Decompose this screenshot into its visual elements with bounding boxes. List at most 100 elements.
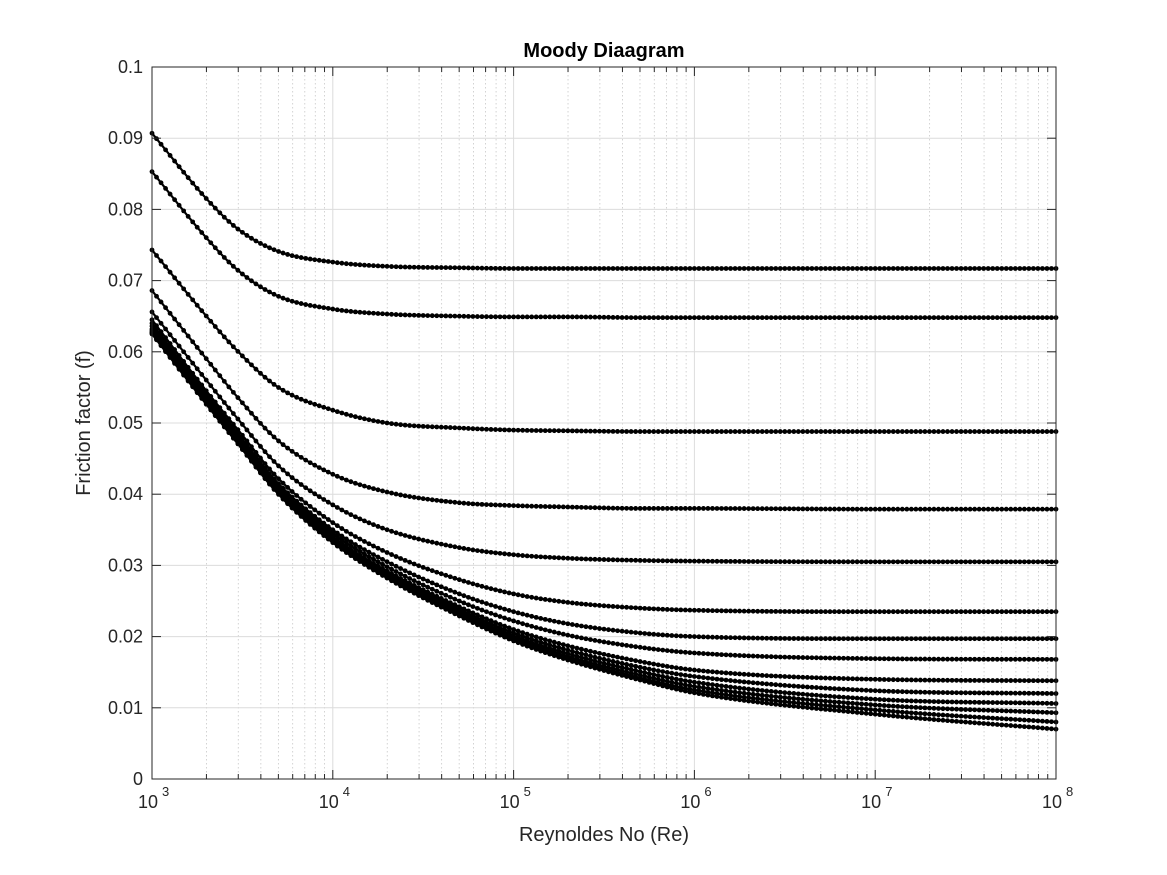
series-point bbox=[538, 428, 544, 433]
series-point bbox=[945, 677, 950, 683]
series-point bbox=[768, 429, 774, 434]
series-point bbox=[303, 485, 309, 491]
series-point bbox=[922, 266, 928, 271]
series-point bbox=[628, 657, 634, 663]
series-point bbox=[583, 314, 589, 320]
series-point bbox=[931, 429, 937, 434]
series-point bbox=[818, 429, 824, 434]
series-point bbox=[429, 539, 435, 545]
series-point bbox=[863, 656, 869, 661]
series-point bbox=[746, 698, 752, 704]
series-point bbox=[1003, 716, 1009, 722]
series-point bbox=[452, 596, 458, 602]
series-point bbox=[651, 646, 657, 652]
series-point bbox=[497, 550, 503, 556]
series-point bbox=[854, 705, 860, 711]
series-point bbox=[881, 697, 887, 703]
series-point bbox=[999, 559, 1005, 565]
series-point bbox=[425, 313, 431, 318]
series-point bbox=[994, 678, 1000, 683]
series-point bbox=[741, 608, 747, 614]
series-point bbox=[651, 558, 657, 564]
series-point bbox=[235, 416, 241, 422]
series-point bbox=[687, 266, 693, 271]
series-point bbox=[673, 429, 679, 434]
series-line bbox=[149, 288, 1059, 512]
series-point bbox=[597, 505, 602, 511]
series-point bbox=[610, 315, 616, 320]
series-point bbox=[1040, 315, 1045, 321]
series-point bbox=[321, 467, 327, 473]
series-point bbox=[253, 450, 259, 455]
series-point bbox=[461, 615, 467, 621]
series-point bbox=[294, 478, 300, 484]
series-point bbox=[343, 536, 349, 542]
series-point bbox=[190, 219, 196, 225]
series-point bbox=[484, 601, 489, 606]
series-point bbox=[682, 678, 688, 684]
series-point bbox=[1017, 656, 1023, 662]
series-point bbox=[402, 557, 408, 563]
series-point bbox=[199, 230, 205, 235]
series-point bbox=[768, 559, 774, 565]
series-point bbox=[655, 429, 661, 434]
series-point bbox=[407, 494, 413, 499]
series-point bbox=[262, 449, 268, 455]
series-point bbox=[610, 505, 616, 511]
series-point bbox=[1035, 506, 1041, 512]
series-point bbox=[985, 715, 991, 721]
series-point bbox=[737, 608, 742, 614]
series-point bbox=[565, 657, 571, 663]
series-point bbox=[719, 608, 724, 614]
series-point bbox=[628, 506, 634, 511]
series-point bbox=[682, 688, 688, 694]
series-point bbox=[768, 688, 774, 694]
series-point bbox=[538, 596, 544, 602]
series-point bbox=[416, 536, 422, 542]
series-point bbox=[732, 678, 738, 684]
series-point bbox=[434, 602, 440, 608]
series-point bbox=[574, 266, 580, 271]
series-point bbox=[664, 506, 670, 511]
series-point bbox=[592, 654, 598, 660]
series-point bbox=[343, 550, 349, 555]
series-point bbox=[927, 315, 932, 321]
series-point bbox=[1049, 315, 1054, 321]
series-point bbox=[511, 627, 516, 632]
series-point bbox=[262, 476, 268, 482]
series-point bbox=[764, 608, 770, 614]
series-point bbox=[836, 686, 842, 692]
series-point bbox=[628, 266, 634, 271]
series-point bbox=[809, 692, 815, 698]
series-point bbox=[682, 666, 688, 672]
series-point bbox=[493, 550, 498, 556]
series-point bbox=[732, 315, 738, 321]
series-point bbox=[904, 714, 910, 720]
series-point bbox=[795, 609, 801, 614]
series-point bbox=[954, 656, 959, 662]
series-point bbox=[375, 487, 381, 493]
series-point bbox=[1008, 315, 1014, 321]
series-point bbox=[972, 559, 978, 565]
series-point bbox=[524, 643, 530, 649]
series-point bbox=[692, 650, 697, 656]
series-point bbox=[981, 715, 987, 720]
series-point bbox=[357, 548, 363, 554]
series-point bbox=[357, 482, 363, 488]
series-point bbox=[538, 314, 544, 320]
series-point bbox=[601, 668, 607, 673]
series-point bbox=[452, 589, 458, 595]
series-point bbox=[1026, 656, 1032, 662]
series-point bbox=[809, 266, 815, 271]
series-point bbox=[895, 713, 901, 719]
series-point bbox=[624, 429, 629, 434]
series-point bbox=[832, 609, 837, 615]
series-point bbox=[353, 514, 358, 520]
series-point bbox=[904, 315, 910, 321]
series-point bbox=[890, 709, 896, 714]
series-point bbox=[628, 662, 634, 668]
series-point bbox=[529, 594, 535, 600]
series-point bbox=[949, 559, 955, 565]
series-point bbox=[511, 503, 516, 508]
series-point bbox=[610, 670, 616, 676]
